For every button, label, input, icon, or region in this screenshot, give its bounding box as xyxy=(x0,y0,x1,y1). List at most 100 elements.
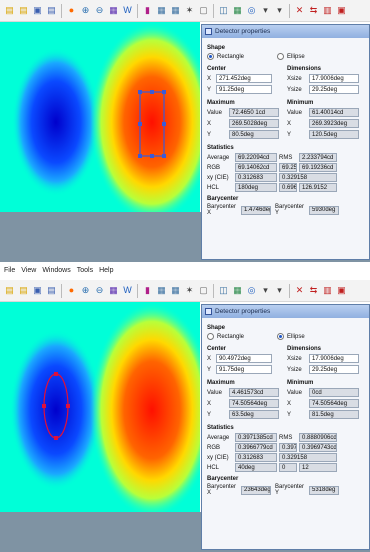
max-y-field: 63.5deg xyxy=(229,410,279,419)
blue-spot xyxy=(12,48,100,196)
toolbar-separator xyxy=(213,3,214,18)
xy-x-field: 0.312683 xyxy=(235,173,277,182)
ellipse-radio[interactable] xyxy=(277,333,284,340)
chart-icon[interactable]: ◫ xyxy=(219,285,228,295)
toolbar-separator xyxy=(61,283,62,298)
plot-icon[interactable]: ▦ xyxy=(233,285,242,295)
crosshair-icon[interactable]: ◎ xyxy=(247,285,256,295)
grid-icon[interactable]: ▦ xyxy=(157,285,166,295)
toolbar: ▤ ▤ ▣ ▤ ● ⊕ ⊖ ▦ W ▮ ▦ ▦ ✶ ▢ ◫ ▦ ◎ ▾ ▾ ✕ ⇆ ▥ ▣ xyxy=(0,0,370,22)
center-x-field[interactable]: 90.4972deg xyxy=(216,354,272,363)
save-icon[interactable]: ▣ xyxy=(33,5,42,15)
circle-icon[interactable]: ● xyxy=(68,5,75,15)
hcl-label: HCL xyxy=(207,184,220,191)
luminance-image xyxy=(0,302,200,512)
statistics-table: Average 69.22094cd RMS 2.233794cd RGB 69… xyxy=(207,153,364,192)
dropdown-icon[interactable]: ▾ xyxy=(263,285,268,295)
luminance-map[interactable] xyxy=(0,302,200,512)
crosshair-icon[interactable]: ◎ xyxy=(247,5,256,15)
minimum-heading: Minimum xyxy=(287,380,314,386)
menu-windows[interactable]: Windows xyxy=(42,267,71,274)
plot-icon[interactable]: ▦ xyxy=(233,5,242,15)
close-x-icon[interactable]: ✕ xyxy=(295,285,304,295)
square-icon[interactable]: ▢ xyxy=(199,285,208,295)
maximum-heading: Maximum xyxy=(207,100,235,106)
close-x-icon[interactable]: ✕ xyxy=(295,5,304,15)
zoom-in-icon[interactable]: ⊕ xyxy=(81,5,90,15)
square-icon[interactable]: ▢ xyxy=(199,5,208,15)
zoom-in-icon[interactable]: ⊕ xyxy=(81,285,90,295)
center-y-field[interactable]: 91.75deg xyxy=(216,365,272,374)
open-folder-icon[interactable]: ▤ xyxy=(5,5,14,15)
open-folder-icon[interactable]: ▤ xyxy=(5,285,14,295)
palette-icon[interactable]: ▮ xyxy=(145,285,150,295)
detector-handles[interactable] xyxy=(42,372,70,440)
rectangle-radio[interactable] xyxy=(207,53,214,60)
rgb-b-field: 0.3969743cd xyxy=(299,443,337,452)
ysize-field[interactable]: 29.25deg xyxy=(309,85,359,94)
open-icon[interactable]: ▤ xyxy=(19,285,28,295)
w-icon[interactable]: W xyxy=(123,5,132,15)
barycenter-x-field: 1.4746deg xyxy=(241,205,271,215)
zoom-out-icon[interactable]: ⊖ xyxy=(95,5,104,15)
dropdown-icon[interactable]: ▾ xyxy=(263,5,268,15)
open-icon[interactable]: ▤ xyxy=(19,5,28,15)
average-label: Average xyxy=(207,434,230,441)
max-x-field: 74.50564deg xyxy=(229,399,279,408)
average-field: 69.22094cd xyxy=(235,153,277,162)
center-y-field[interactable]: 91.25deg xyxy=(216,85,272,94)
menu-tools[interactable]: Tools xyxy=(76,267,94,274)
dropdown-icon[interactable]: ▾ xyxy=(277,285,282,295)
frame-icon[interactable]: ▣ xyxy=(337,5,346,15)
max-x-label: X xyxy=(207,120,212,127)
rms-label: RMS xyxy=(279,154,293,161)
w-icon[interactable]: W xyxy=(123,285,132,295)
chart-icon[interactable]: ◫ xyxy=(219,5,228,15)
barycenter-x-field: 23643deg xyxy=(241,485,271,495)
xsize-field[interactable]: 17.9006deg xyxy=(309,74,359,83)
hcl-label: HCL xyxy=(207,464,220,471)
shape-heading: Shape xyxy=(207,45,226,51)
color-map-icon[interactable]: ▦ xyxy=(109,5,118,15)
palette-icon[interactable]: ▮ xyxy=(145,5,150,15)
arrows-icon[interactable]: ⇆ xyxy=(309,285,318,295)
dialog-titlebar[interactable]: Detector properties xyxy=(202,25,369,38)
min-x-field: 74.50564deg xyxy=(309,399,359,408)
window-icon xyxy=(205,28,212,35)
menu-view[interactable]: View xyxy=(21,267,37,274)
center-heading: Center xyxy=(207,66,227,72)
sun-icon[interactable]: ✶ xyxy=(185,285,194,295)
rgb-b-field: 69.19236cd xyxy=(299,163,337,172)
dropdown-icon[interactable]: ▾ xyxy=(277,5,282,15)
toolbar-separator xyxy=(61,3,62,18)
save-as-icon[interactable]: ▤ xyxy=(47,5,56,15)
center-x-label: X xyxy=(207,75,212,82)
xy-x-field: 0.312683 xyxy=(235,453,277,462)
rectangle-radio[interactable] xyxy=(207,333,214,340)
color-map-icon[interactable]: ▦ xyxy=(109,285,118,295)
xsize-field[interactable]: 17.9006deg xyxy=(309,354,359,363)
sun-icon[interactable]: ✶ xyxy=(185,5,194,15)
save-icon[interactable]: ▣ xyxy=(33,285,42,295)
save-as-icon[interactable]: ▤ xyxy=(47,285,56,295)
max-y-label: Y xyxy=(207,131,212,138)
ellipse-label: Ellipse xyxy=(287,53,305,60)
center-x-field[interactable]: 271.452deg xyxy=(216,74,272,83)
grid-icon[interactable]: ▦ xyxy=(157,5,166,15)
arrows-icon[interactable]: ⇆ xyxy=(309,5,318,15)
circle-icon[interactable]: ● xyxy=(68,285,75,295)
layout-icon[interactable]: ▥ xyxy=(323,285,332,295)
dialog-titlebar[interactable]: Detector properties xyxy=(202,305,369,318)
menu-help[interactable]: Help xyxy=(99,267,114,274)
luminance-map[interactable] xyxy=(0,22,200,212)
grid-icon[interactable]: ▦ xyxy=(171,5,180,15)
layout-icon[interactable]: ▥ xyxy=(323,5,332,15)
ysize-field[interactable]: 29.25deg xyxy=(309,365,359,374)
grid-icon[interactable]: ▦ xyxy=(171,285,180,295)
rgb-g-field: 69.25488cd xyxy=(279,163,297,172)
ellipse-radio[interactable] xyxy=(277,53,284,60)
menu-file[interactable]: File xyxy=(4,267,16,274)
zoom-out-icon[interactable]: ⊖ xyxy=(95,285,104,295)
frame-icon[interactable]: ▣ xyxy=(337,285,346,295)
detector-handles[interactable] xyxy=(138,90,166,158)
